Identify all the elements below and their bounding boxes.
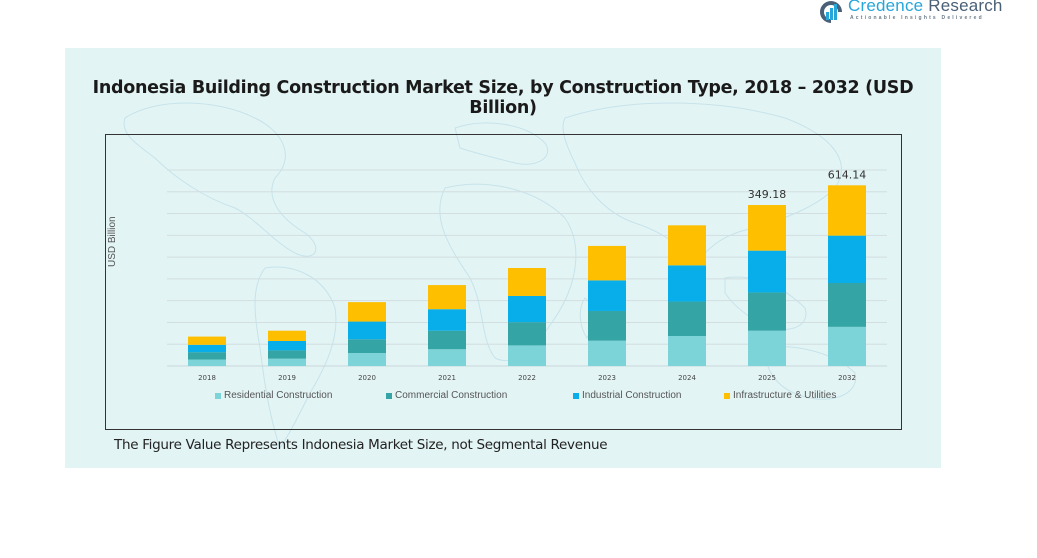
bar-segment-residential-construction-2025 [748,330,786,366]
bar-segment-commercial-construction-2019 [268,350,306,359]
bar-segment-industrial-construction-2018 [188,344,226,353]
bar-segment-commercial-construction-2032 [828,283,866,327]
total-value-label: 614.14 [828,168,867,181]
bar-segment-residential-construction-2018 [188,359,226,366]
chart-frame [105,134,902,430]
bar-segment-infrastructure-utilities-2023 [588,245,626,281]
bar-segment-commercial-construction-2025 [748,292,786,331]
bar-segment-residential-construction-2019 [268,358,306,366]
legend-swatch [573,392,579,399]
x-tick-label: 2023 [598,374,616,382]
bar-segment-commercial-construction-2018 [188,352,226,360]
legend-item: Commercial Construction [386,390,507,401]
x-tick-label: 2020 [358,374,376,382]
bar-segment-industrial-construction-2024 [668,265,706,302]
bar-segment-commercial-construction-2023 [588,310,626,341]
bar-segment-industrial-construction-2021 [428,309,466,331]
brand-tagline: Actionable Insights Delivered [850,15,984,21]
legend: Residential Construction Commercial Const… [65,390,941,404]
bar-segment-residential-construction-2020 [348,353,386,366]
bar-segment-industrial-construction-2023 [588,280,626,311]
bar-segment-infrastructure-utilities-2020 [348,302,386,322]
bar-segment-infrastructure-utilities-2024 [668,225,706,266]
bar-segment-industrial-construction-2019 [268,340,306,351]
legend-label: Residential Construction [224,390,333,401]
bar-segment-infrastructure-utilities-2021 [428,285,466,310]
bar-segment-residential-construction-2024 [668,335,706,366]
bar-segment-infrastructure-utilities-2019 [268,330,306,341]
bar-segment-commercial-construction-2020 [348,339,386,354]
brand-name: Credence Research [848,0,1003,16]
legend-label: Infrastructure & Utilities [733,390,837,401]
footnote: The Figure Value Represents Indonesia Ma… [114,437,608,453]
bar-segment-commercial-construction-2021 [428,330,466,350]
bar-segment-commercial-construction-2024 [668,301,706,336]
x-tick-label: 2024 [678,374,696,382]
bar-segment-industrial-construction-2022 [508,295,546,323]
brand-name-part2: Research [923,0,1003,15]
x-tick-label: 2018 [198,374,216,382]
bar-segment-residential-construction-2023 [588,340,626,366]
bar-segment-infrastructure-utilities-2032 [828,185,866,236]
bar-segment-residential-construction-2022 [508,345,546,366]
legend-swatch [386,392,392,399]
bar-segment-infrastructure-utilities-2025 [748,205,786,251]
bar-segment-residential-construction-2021 [428,349,466,366]
chart-title: Indonesia Building Construction Market S… [92,78,914,118]
legend-item: Infrastructure & Utilities [724,390,836,401]
bar-segment-commercial-construction-2022 [508,322,546,346]
bar-segment-industrial-construction-2032 [828,235,866,284]
legend-item: Industrial Construction [573,390,682,401]
x-tick-label: 2032 [838,374,856,382]
bar-chart-in-circle-icon [820,1,842,23]
brand-logo: Credence Research Actionable Insights De… [818,0,1037,26]
legend-label: Industrial Construction [582,390,682,401]
bar-segment-residential-construction-2032 [828,326,866,366]
legend-label: Commercial Construction [395,390,508,401]
bar-segment-industrial-construction-2025 [748,250,786,293]
chart-panel: Indonesia Building Construction Market S… [65,48,941,468]
bar-segment-infrastructure-utilities-2022 [508,268,546,296]
x-tick-label: 2022 [518,374,536,382]
x-tick-label: 2025 [758,374,776,382]
bar-segment-infrastructure-utilities-2018 [188,336,226,345]
total-value-label: 349.18 [748,188,787,201]
legend-item: Residential Construction [215,390,332,401]
bar-segment-industrial-construction-2020 [348,321,386,340]
legend-swatch [215,392,221,399]
brand-name-part1: Credence [848,0,924,15]
plot-area: 2018 2019 2020 2021 2022 2023 2024 2025 349.18 20… [167,168,887,382]
legend-swatch [724,392,730,399]
x-tick-label: 2021 [438,374,456,382]
x-tick-label: 2019 [278,374,296,382]
